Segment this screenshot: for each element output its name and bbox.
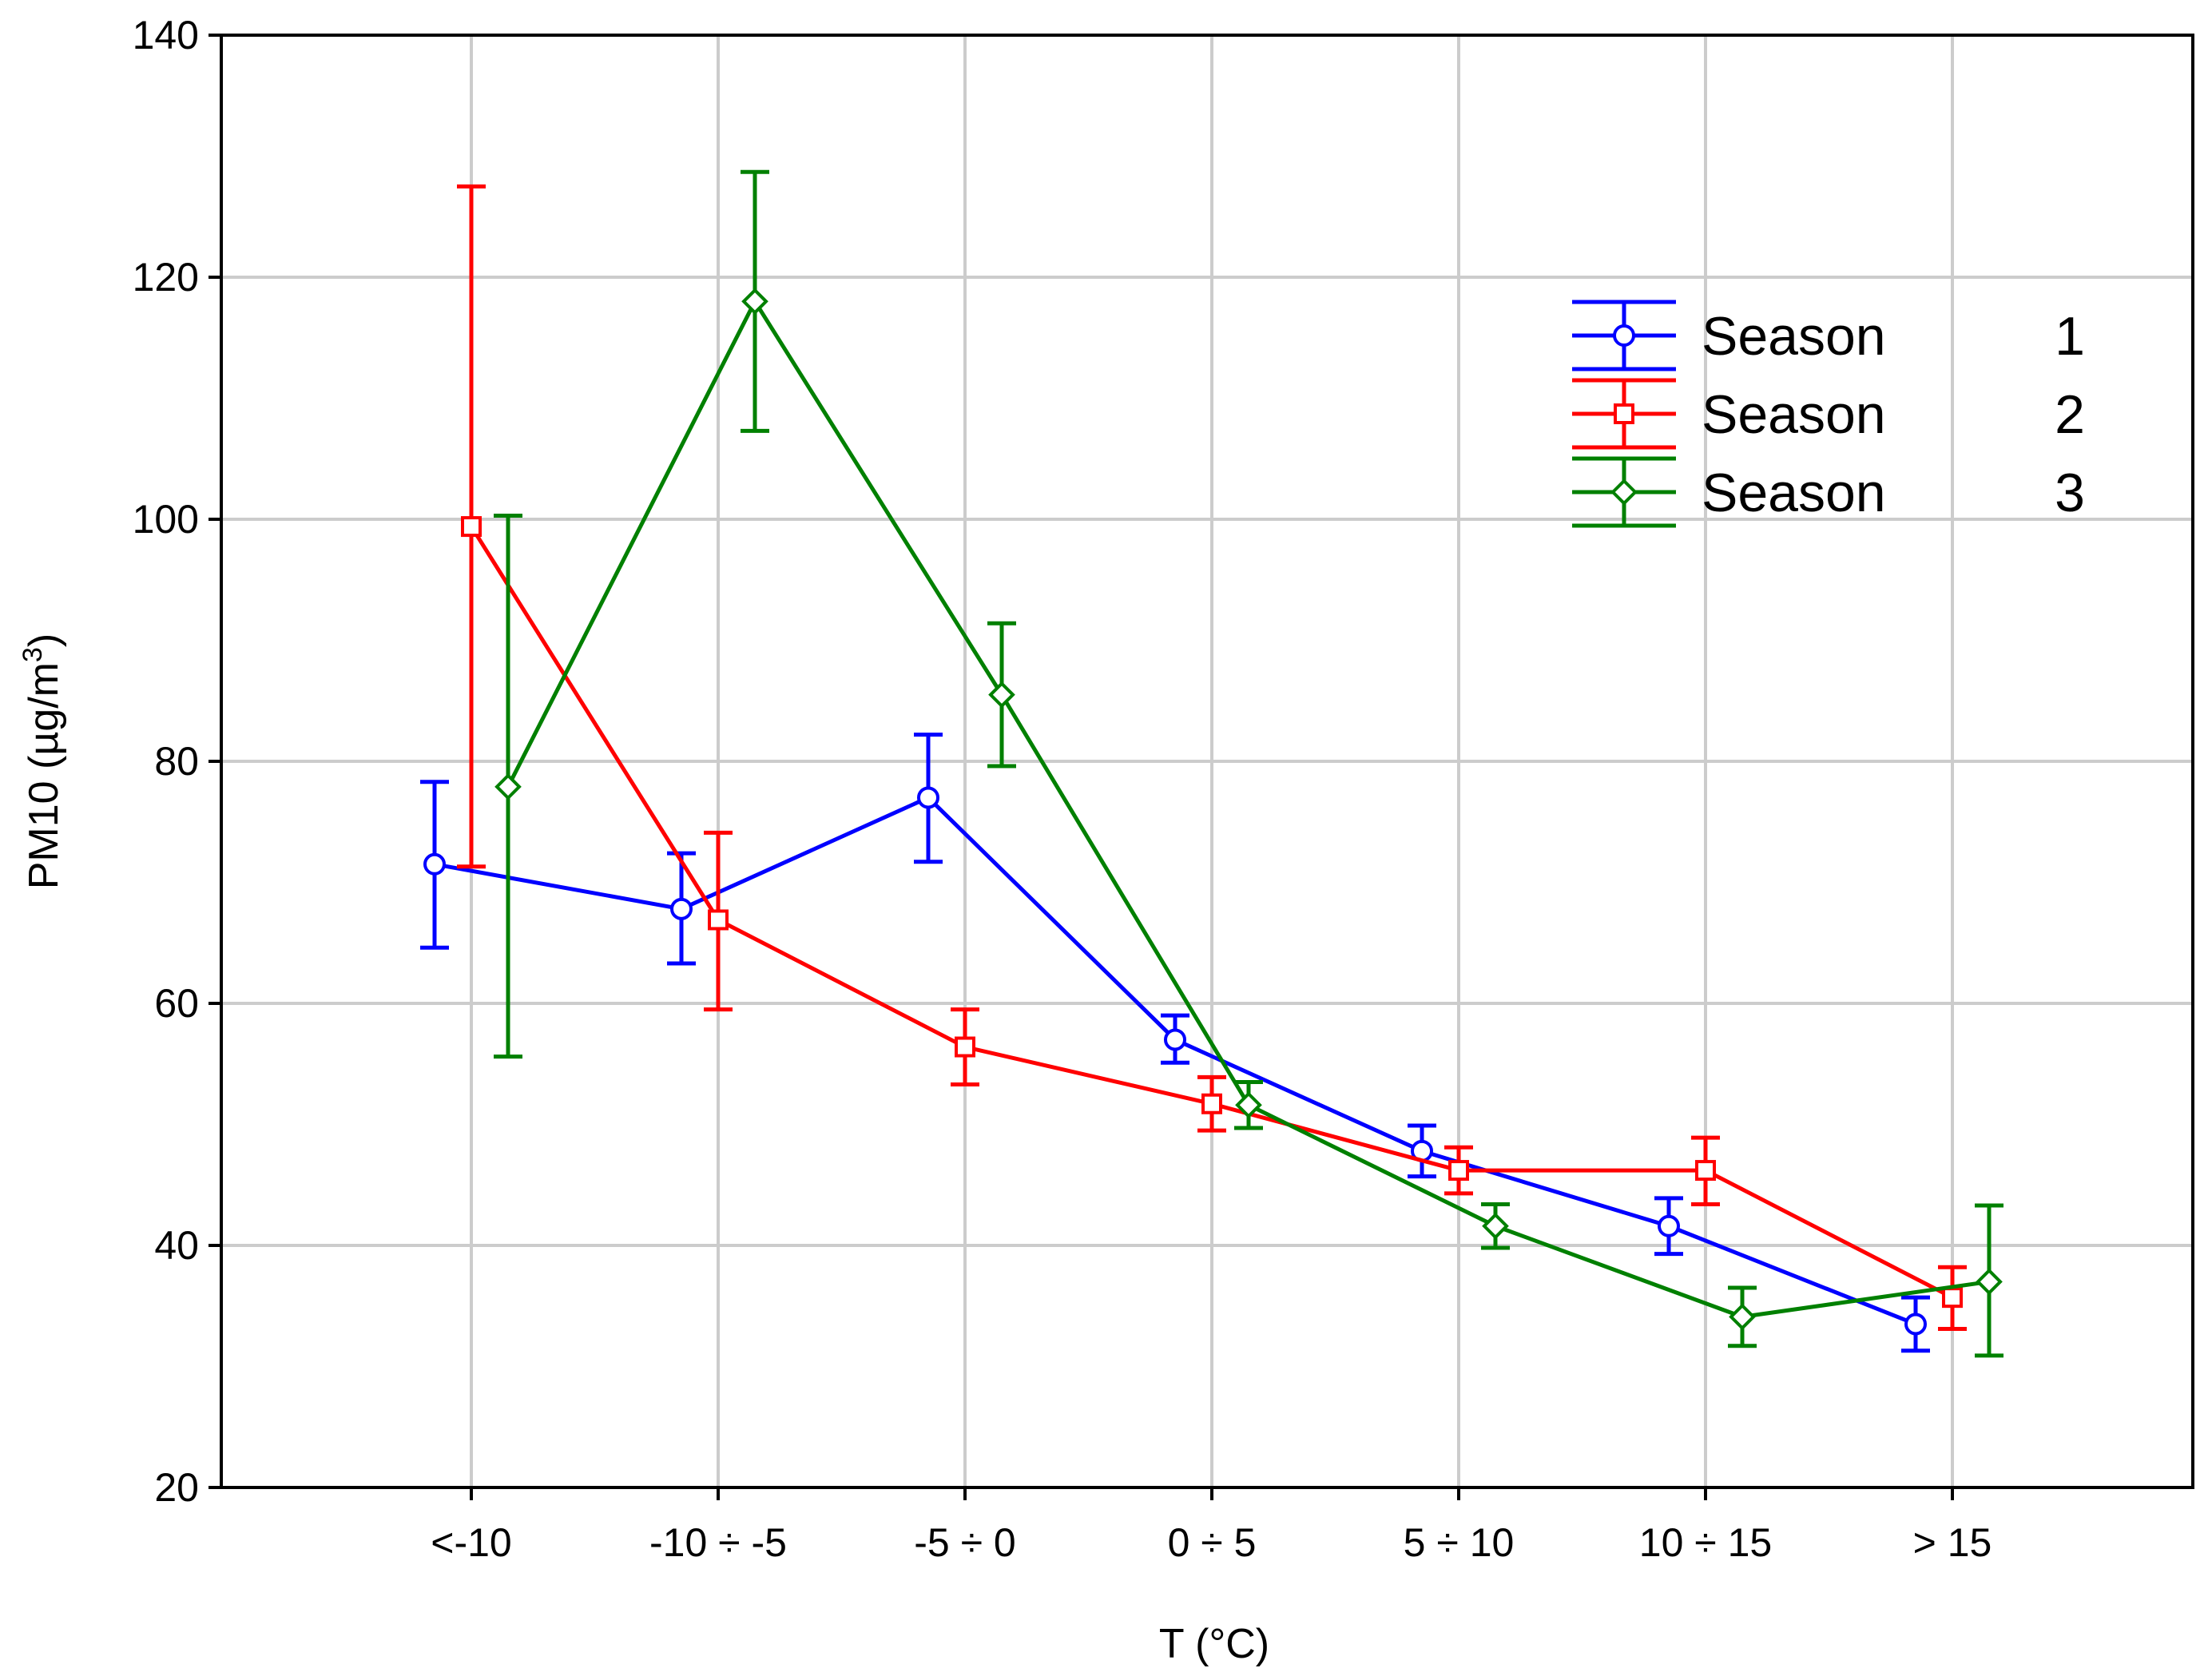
y-tick-label: 60 [154, 981, 199, 1026]
legend-label: Season [1702, 384, 1886, 445]
point-marker [1610, 479, 1638, 506]
legend-label: Season [1702, 463, 1886, 523]
point-marker [917, 786, 939, 809]
y-tick-label: 80 [154, 739, 199, 784]
point-marker [988, 681, 1015, 709]
point-marker [1614, 403, 1634, 424]
point-marker [1164, 1028, 1186, 1051]
y-axis-title: PM10 (µg/m3) [18, 633, 67, 890]
y-tick-label: 100 [133, 497, 199, 542]
y-tick-label: 140 [133, 13, 199, 58]
point-marker [461, 516, 482, 538]
point-marker [1201, 1093, 1222, 1114]
point-marker [1942, 1287, 1963, 1309]
point-marker [1904, 1313, 1927, 1336]
x-tick-label: -10 ÷ -5 [649, 1520, 787, 1565]
legend-item: Season 1 [1572, 300, 2085, 371]
point-marker [708, 909, 729, 931]
point-marker [955, 1036, 975, 1058]
point-marker [423, 852, 446, 876]
series-3 [494, 169, 2003, 1358]
point-marker [741, 288, 768, 316]
legend-item: Season 2 [1572, 378, 2085, 450]
legend-label: Season [1702, 306, 1886, 367]
point-marker [1695, 1160, 1716, 1182]
legend-item: Season 3 [1572, 456, 2085, 528]
legend: Season 1 Season 2 Season 3 [1572, 300, 2085, 528]
y-axis-title-main: PM10 (µg/m [21, 662, 67, 889]
y-axis-title-superscript: 3 [18, 647, 48, 662]
y-tick-label: 120 [133, 255, 199, 300]
x-tick-label: -5 ÷ 0 [914, 1520, 1016, 1565]
series [420, 169, 2003, 1358]
series-2 [457, 184, 1967, 1332]
x-tick-label: 0 ÷ 5 [1168, 1520, 1257, 1565]
point-marker [1235, 1091, 1262, 1119]
point-marker [1448, 1160, 1469, 1182]
point-marker [1658, 1214, 1680, 1237]
y-tick-label: 40 [154, 1223, 199, 1268]
x-tick-label: <-10 [431, 1520, 511, 1565]
legend-series-id: 3 [2055, 463, 2085, 523]
point-marker [1482, 1212, 1509, 1240]
point-marker [494, 772, 522, 800]
point-marker [670, 897, 693, 920]
point-marker [1613, 324, 1635, 347]
legend-series-id: 1 [2055, 306, 2085, 367]
x-axis-title: T (°C) [1159, 1621, 1269, 1667]
legend-series-id: 2 [2055, 384, 2085, 445]
x-tick-label: > 15 [1913, 1520, 1992, 1565]
y-axis-title-close: ) [21, 633, 67, 647]
grid [221, 35, 2193, 1487]
axis-ticks: 20 40 60 80 100 120 140 <-10 -10 ÷ -5 -5 ÷ 0 0 ÷ 5… [133, 13, 1992, 1565]
point-marker [1976, 1268, 2003, 1296]
x-tick-label: 10 ÷ 15 [1639, 1520, 1772, 1565]
point-marker [1729, 1303, 1756, 1331]
y-tick-label: 20 [154, 1465, 199, 1510]
x-tick-label: 5 ÷ 10 [1404, 1520, 1515, 1565]
